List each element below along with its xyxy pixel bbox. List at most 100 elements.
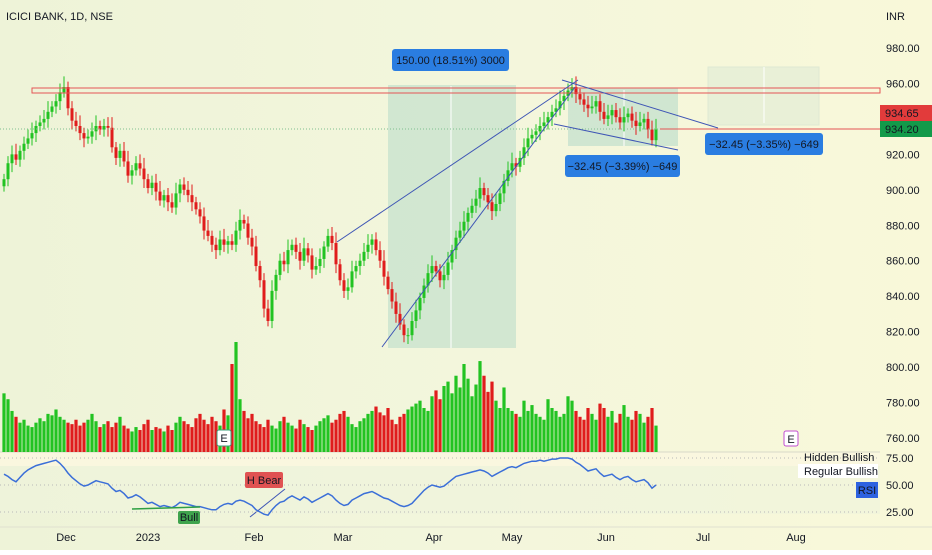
candle-body — [130, 170, 134, 176]
candle-body — [530, 134, 534, 139]
candle-body — [354, 266, 358, 272]
candle-body — [390, 289, 394, 302]
volume-bar — [38, 418, 42, 452]
candle-body — [470, 205, 474, 213]
bull-box — [178, 511, 200, 524]
price-tag — [880, 105, 932, 121]
volume-bar — [526, 410, 530, 452]
trend-lines — [0, 79, 881, 518]
volume-bar — [578, 416, 582, 452]
volume-bar — [270, 425, 274, 452]
candle-body — [626, 113, 630, 118]
volume-bar — [494, 400, 498, 452]
candle-body — [534, 131, 538, 135]
volume-bar — [498, 408, 502, 452]
volume-bar — [306, 427, 310, 452]
volume-bar — [506, 408, 510, 452]
volume-bar — [458, 387, 462, 452]
volume-bar — [170, 430, 174, 452]
volume-bar — [262, 427, 266, 452]
volume-bar — [402, 413, 406, 452]
candle-body — [402, 324, 406, 336]
candle-body — [326, 235, 330, 247]
x-tick-label: 2023 — [136, 532, 160, 544]
volume-bar — [562, 413, 566, 452]
h-bear-label: H Bear — [247, 475, 282, 487]
volume-bar — [242, 410, 246, 452]
x-tick-label: May — [502, 532, 523, 544]
volume-bar — [214, 421, 218, 452]
candle-body — [282, 260, 286, 265]
candle-body — [178, 184, 182, 194]
volume-bar — [386, 408, 390, 452]
volume-bar — [10, 410, 14, 452]
volume-bar — [86, 419, 90, 452]
volume-bar — [42, 421, 46, 452]
candle-body — [298, 251, 302, 261]
volume-bar — [330, 422, 334, 452]
candle-body — [378, 250, 382, 261]
candle-body — [242, 219, 246, 224]
candle-body — [166, 195, 170, 203]
volume-bar — [106, 421, 110, 452]
volume-bar — [158, 428, 162, 452]
measure-label-recent-box — [565, 155, 680, 177]
candle-body — [230, 241, 234, 245]
volume-bar — [174, 422, 178, 452]
candle-body — [450, 250, 454, 263]
earnings-marker-box — [216, 429, 232, 447]
candle-body — [630, 113, 634, 121]
candle-body — [34, 126, 38, 134]
volume-bar — [122, 425, 126, 452]
candle-body — [482, 188, 486, 196]
volume-bar — [650, 408, 654, 452]
candle-body — [570, 87, 574, 91]
candle-body — [86, 136, 90, 139]
volume-bar — [118, 416, 122, 452]
bull-divergence-line — [131, 506, 201, 510]
bull-label: Bull — [180, 512, 198, 524]
candle-body — [246, 223, 250, 238]
candle-body — [410, 321, 414, 336]
candle-body — [346, 287, 350, 291]
candle-body — [54, 101, 58, 107]
volume-bar — [418, 400, 422, 452]
candle-body — [302, 248, 306, 261]
volume-bar — [238, 399, 242, 452]
volume-bar — [406, 409, 410, 452]
candle-body — [318, 258, 322, 267]
candle-body — [198, 209, 202, 217]
candle-body — [386, 276, 390, 290]
volume-bar — [58, 416, 62, 452]
y-tick-label: 920.00 — [886, 149, 920, 161]
candle-body — [250, 237, 254, 247]
earnings-marker-future: E — [787, 434, 794, 446]
candle-body — [114, 147, 118, 158]
volume-bar — [114, 422, 118, 452]
candle-body — [622, 117, 626, 123]
y-tick-label: 980.00 — [886, 43, 920, 55]
candle-body — [142, 168, 146, 180]
volume-bar — [474, 384, 478, 452]
candle-body — [14, 154, 18, 160]
candle-body — [414, 310, 418, 321]
candle-body — [102, 126, 106, 130]
volume-bar — [554, 410, 558, 452]
candle-body — [186, 189, 190, 196]
candle-body — [6, 163, 10, 180]
candle-body — [430, 266, 434, 274]
volume-bar — [302, 424, 306, 452]
volume-bar — [70, 424, 74, 452]
resistance-band — [31, 87, 881, 94]
volume-bars — [2, 342, 658, 452]
candle-body — [418, 297, 422, 311]
volume-bar — [126, 428, 130, 452]
volume-bar — [470, 396, 474, 452]
candle-body — [458, 230, 462, 238]
volume-bar — [446, 381, 450, 452]
volume-bar — [398, 416, 402, 452]
volume-bar — [490, 381, 494, 452]
measure-label-rally: 150.00 (18.51%) 3000 — [396, 55, 505, 67]
